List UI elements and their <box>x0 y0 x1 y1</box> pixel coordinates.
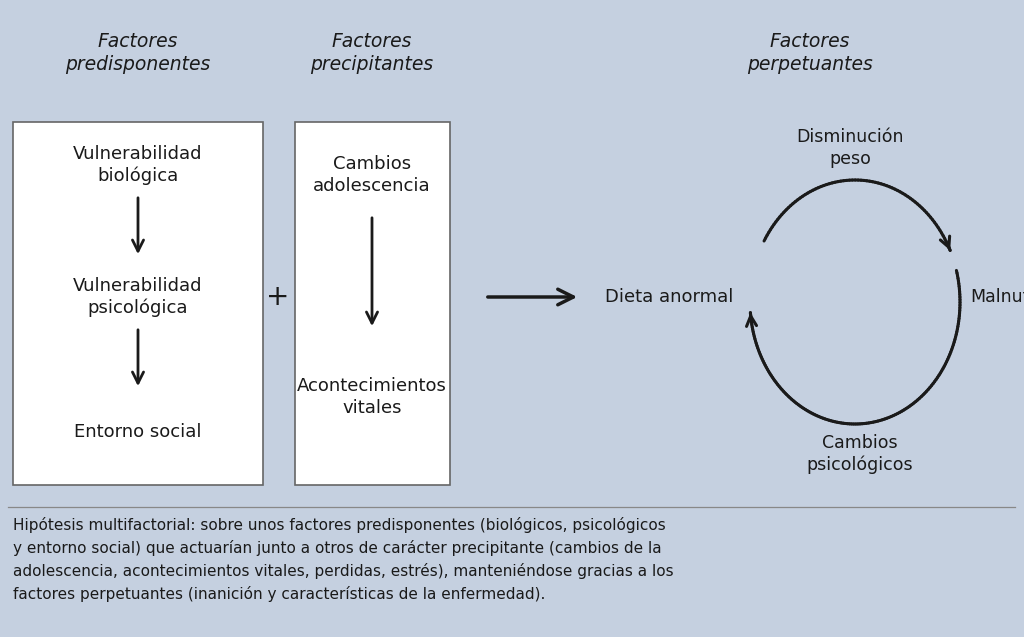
Text: Cambios
adolescencia: Cambios adolescencia <box>313 155 431 195</box>
Bar <box>295 122 450 485</box>
Text: Vulnerabilidad
psicológica: Vulnerabilidad psicológica <box>74 276 203 317</box>
Text: Factores
perpetuantes: Factores perpetuantes <box>748 32 872 74</box>
Text: Dieta anormal: Dieta anormal <box>605 288 733 306</box>
Text: Acontecimientos
vitales: Acontecimientos vitales <box>297 377 446 417</box>
Bar <box>13 122 263 485</box>
Text: Vulnerabilidad
biológica: Vulnerabilidad biológica <box>74 145 203 185</box>
Text: Malnutrición: Malnutrición <box>970 288 1024 306</box>
Text: Disminución
peso: Disminución peso <box>797 129 904 168</box>
Text: Factores
precipitantes: Factores precipitantes <box>310 32 433 74</box>
Text: Factores
predisponentes: Factores predisponentes <box>66 32 211 74</box>
Text: Entorno social: Entorno social <box>75 423 202 441</box>
Text: Hipótesis multifactorial: sobre unos factores predisponentes (biológicos, psicol: Hipótesis multifactorial: sobre unos fac… <box>13 517 674 603</box>
Text: Cambios
psicológicos: Cambios psicológicos <box>807 434 913 474</box>
Text: +: + <box>266 283 290 311</box>
